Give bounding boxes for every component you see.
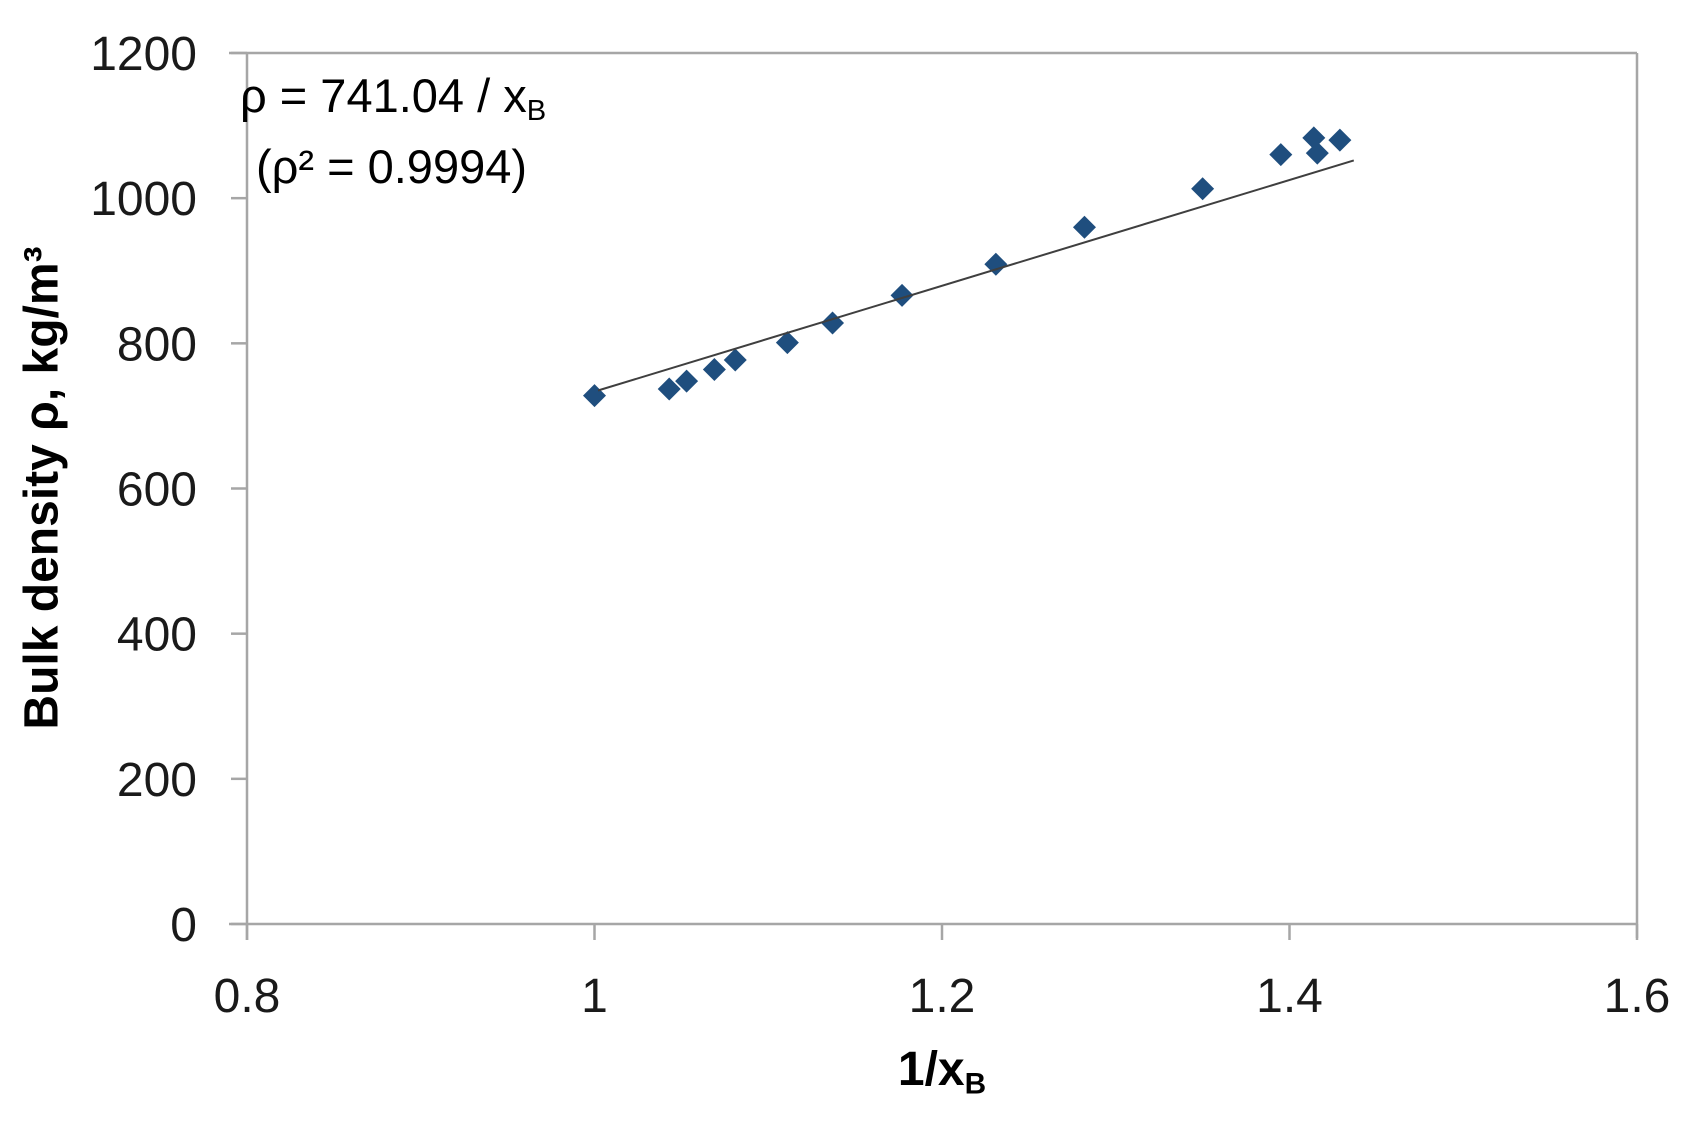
x-tick-label: 1.6 (1604, 970, 1671, 1023)
data-point (1305, 141, 1329, 165)
r-squared-line: (ρ² = 0.9994) (256, 140, 528, 194)
x-tick-label: 1.4 (1256, 970, 1323, 1023)
y-tick-label: 0 (170, 899, 197, 952)
data-point (583, 384, 606, 408)
data-point (1191, 177, 1215, 201)
trendline-equation: ρ = 741.04 / xB (ρ² = 0.9994) (240, 62, 546, 201)
x-tick-label: 1.2 (909, 970, 976, 1023)
y-tick-label: 1200 (90, 28, 197, 81)
y-tick-label: 200 (117, 754, 197, 807)
data-point (675, 369, 699, 393)
data-point (1269, 143, 1293, 167)
x-tick-label: 1 (581, 970, 608, 1023)
trendline (597, 159, 1355, 392)
x-axis-title-subscript: B (964, 1067, 987, 1101)
y-tick-label: 800 (117, 318, 197, 371)
x-tick-label: 0.8 (214, 970, 281, 1023)
x-axis-title: 1/xB (897, 1043, 987, 1101)
equation-line: ρ = 741.04 / xB (240, 69, 547, 128)
y-tick-label: 600 (117, 464, 197, 517)
data-point (657, 377, 681, 401)
data-point (775, 331, 799, 355)
y-axis-title: Bulk density ρ, kg/m³ (15, 246, 69, 730)
data-point (1072, 215, 1096, 239)
data-point (821, 311, 845, 335)
data-point (984, 252, 1008, 276)
data-point (1302, 126, 1326, 150)
y-tick-label: 1000 (90, 173, 197, 226)
y-tick-label: 400 (117, 609, 197, 662)
data-point (890, 283, 914, 307)
data-point (723, 348, 747, 372)
equation-subscript: B (526, 95, 547, 128)
data-point (1328, 128, 1352, 152)
data-point (702, 357, 726, 381)
